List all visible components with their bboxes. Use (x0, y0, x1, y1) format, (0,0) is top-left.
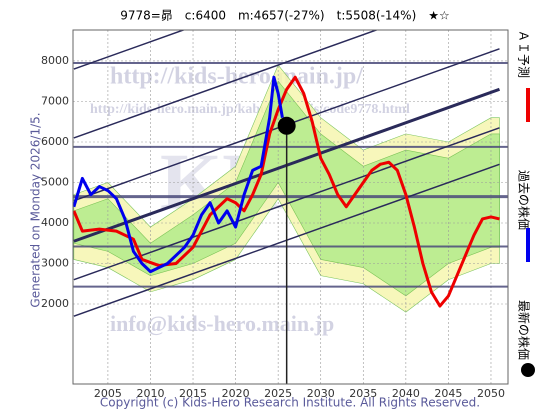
side-note: Generated on Monday 2026/1/5. (29, 112, 43, 307)
series-line (73, 75, 500, 308)
x-tick-label: 2050 (477, 387, 505, 400)
y-tick-label: 7000 (41, 94, 69, 107)
trend-line (73, 30, 379, 139)
trend-line (73, 30, 186, 70)
footer: Copyright (c) Kids-Hero Research Institu… (100, 396, 480, 410)
legend-swatch (521, 363, 535, 377)
watermark: http://kids-hero.main.jp/kabu/analysis/c… (90, 102, 410, 117)
x-tick-label: 2010 (136, 387, 164, 400)
x-tick-label: 2030 (307, 387, 335, 400)
x-tick-label: 2020 (222, 387, 250, 400)
legend-label: 過去の株価 (517, 170, 532, 230)
x-tick-label: 2045 (434, 387, 462, 400)
watermark: info@kids-hero.main.jp (110, 311, 334, 336)
legend-label: 最新の株価 (517, 300, 532, 360)
series-line (73, 75, 284, 274)
x-tick-label: 2035 (349, 387, 377, 400)
axes: 2000 3000 4000 5000 6000 7000 8000 2005 2010 2015… (41, 54, 505, 400)
latest-point (277, 116, 296, 135)
y-tick-label: 5000 (41, 175, 69, 188)
plot-frame (72, 29, 509, 385)
x-tick-label: 2040 (392, 387, 420, 400)
y-tick-label: 3000 (41, 257, 69, 270)
x-tick-label: 2015 (179, 387, 207, 400)
chart-title: 9778=昴 c:6400 m:4657(-27%) t:5508(-14%) … (120, 9, 450, 23)
legend-label: ＡＩ予測 (517, 30, 531, 78)
y-tick-label: 6000 (41, 135, 69, 148)
x-tick-label: 2005 (94, 387, 122, 400)
x-tick-label: 2025 (264, 387, 292, 400)
plot-area: http://kids-hero.main.jp/http://kids-her… (73, 30, 508, 384)
y-tick-label: 8000 (41, 54, 69, 67)
watermark: http://kids-hero.main.jp/ (110, 64, 363, 90)
y-tick-label: 4000 (41, 216, 69, 229)
y-tick-label: 2000 (41, 297, 69, 310)
